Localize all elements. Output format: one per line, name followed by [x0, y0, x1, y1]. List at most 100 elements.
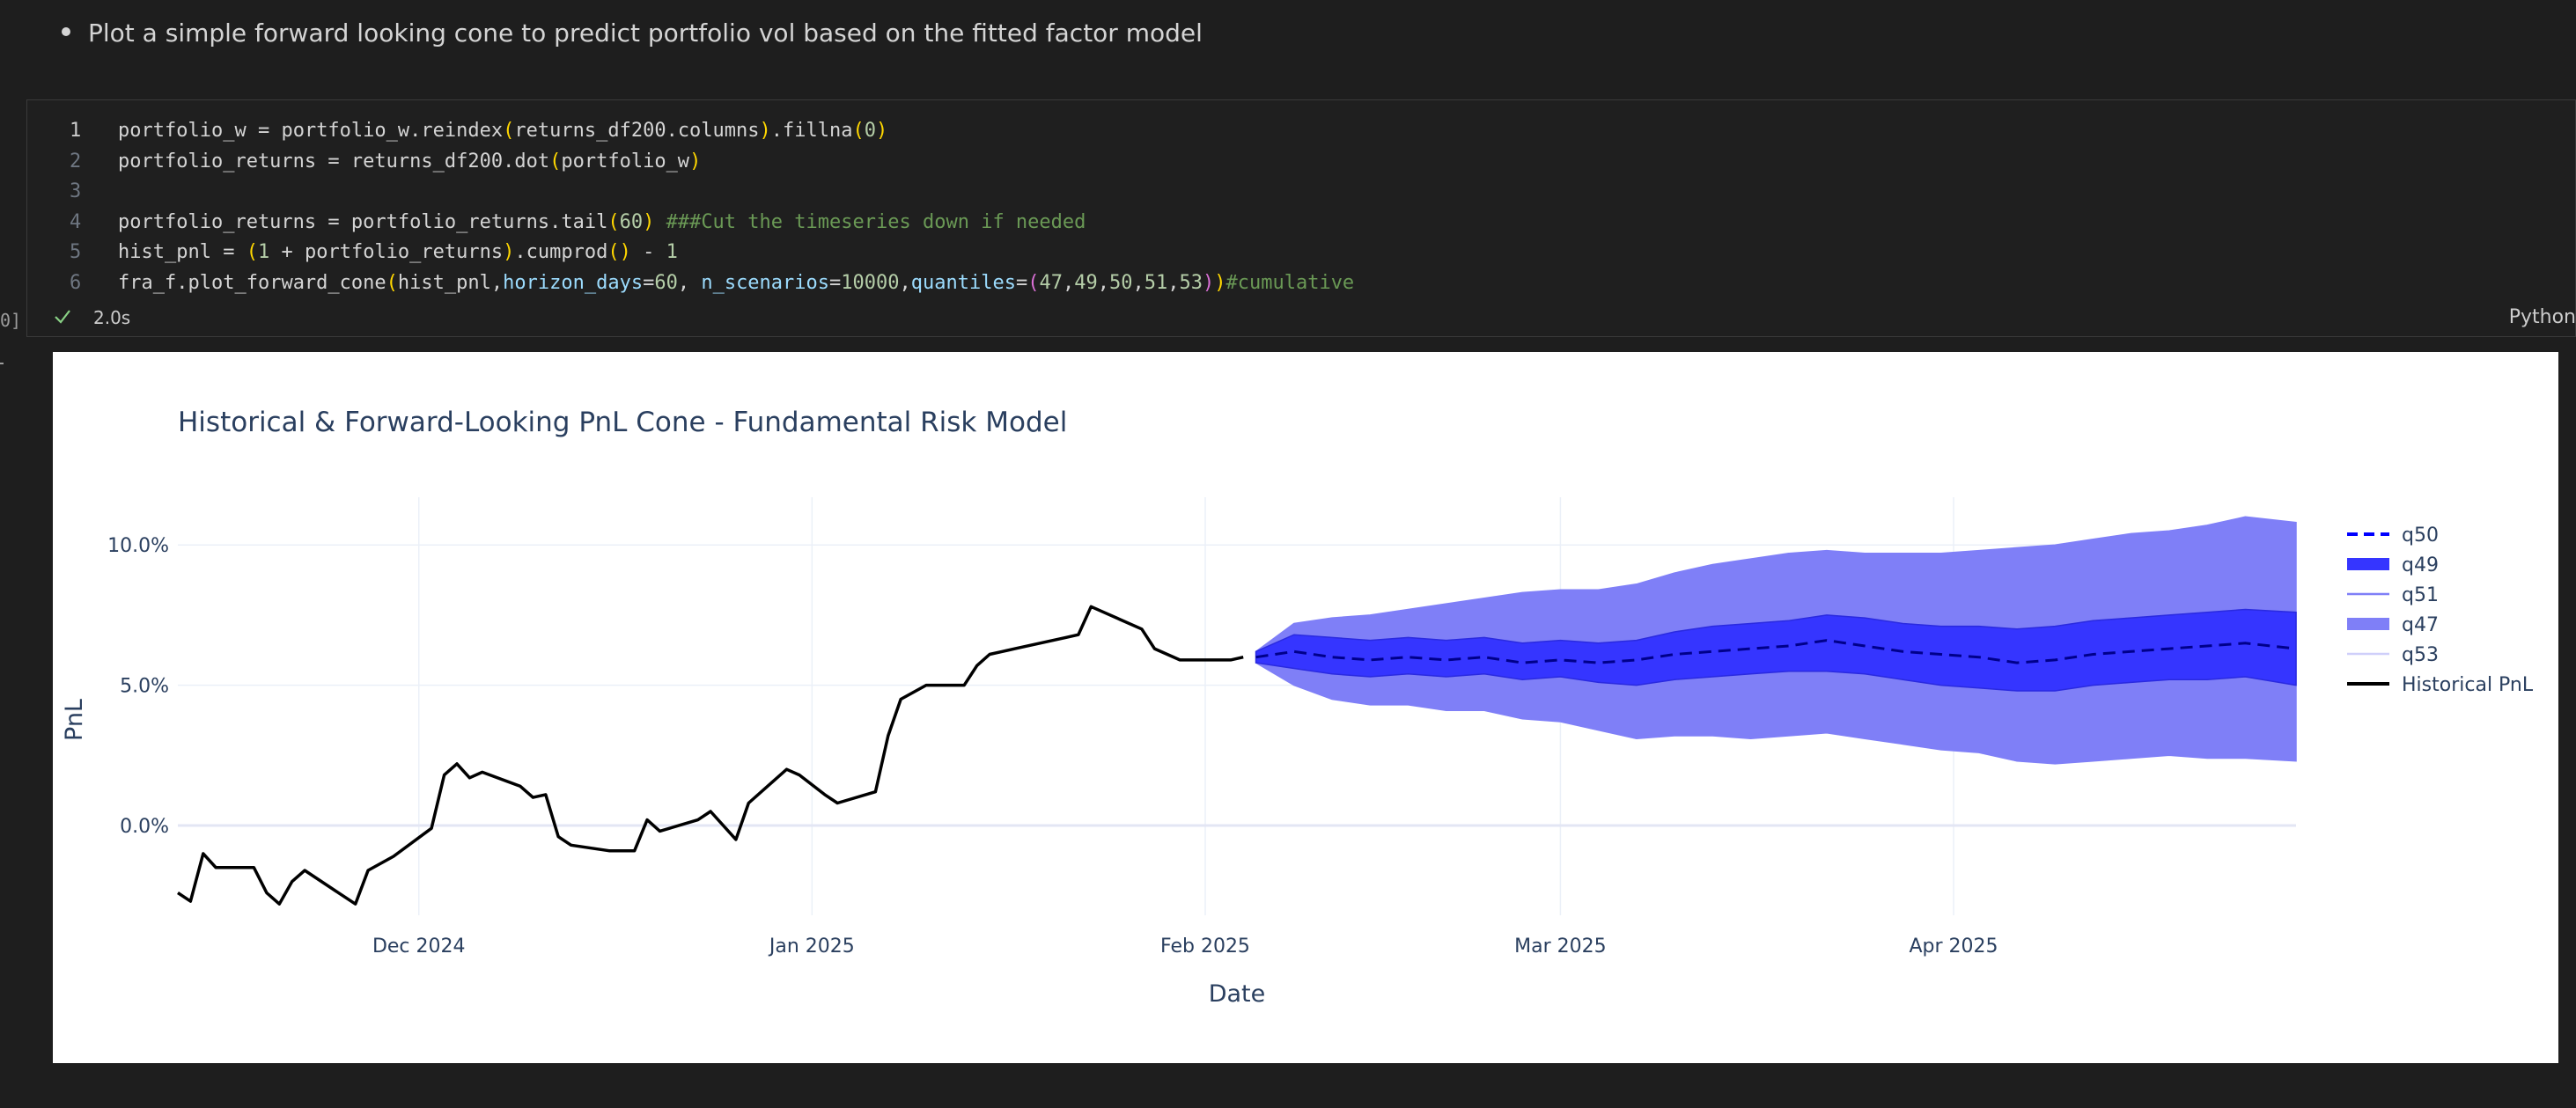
code-token: . [409, 120, 422, 142]
code-token: , [1167, 271, 1180, 294]
q49-q51-band [1255, 608, 2297, 692]
q50-median-line [1255, 639, 2297, 664]
bullet-dot [62, 27, 70, 36]
code-token: = [316, 210, 351, 233]
code-token: - [630, 241, 666, 263]
code-token: ) [503, 241, 515, 263]
code-token: portfolio_returns [118, 210, 317, 233]
legend-swatch [2347, 558, 2389, 570]
code-token: ( [607, 210, 620, 233]
code-token: ) [1214, 271, 1226, 294]
code-token: quantiles [910, 271, 1016, 294]
legend-label: q47 [2402, 614, 2439, 636]
kernel-language-label[interactable]: Python [2508, 306, 2576, 328]
code-token: ( [246, 241, 258, 263]
code-token: ( [549, 150, 562, 172]
code-token [654, 211, 666, 233]
gutter-tick [0, 363, 4, 364]
x-tick-label: Apr 2025 [1909, 936, 1998, 958]
legend-item-historical-pnl[interactable]: Historical PnL [2347, 674, 2534, 696]
line-number: 5 [70, 241, 82, 263]
code-line[interactable]: 6 fra_f.plot_forward_cone(hist_pnl,horizo… [27, 268, 2575, 299]
code-token: 60 [654, 271, 678, 294]
line-number: 3 [70, 180, 82, 202]
x-tick-label: Jan 2025 [768, 936, 855, 958]
code-token: plot_forward_cone [188, 271, 386, 294]
code-token: tail [561, 210, 608, 233]
code-token: , [490, 271, 504, 294]
code-token: 49 [1074, 271, 1098, 294]
code-token: 50 [1108, 271, 1133, 294]
code-text[interactable]: portfolio_w = portfolio_w.reindex(return… [118, 116, 887, 147]
code-token: portfolio_w [281, 120, 410, 142]
line-number: 4 [70, 210, 82, 233]
chart-title: Historical & Forward-Looking PnL Cone - … [178, 407, 1067, 438]
code-token: ) [643, 210, 655, 233]
code-token: . [176, 271, 188, 294]
code-text[interactable]: portfolio_returns = returns_df200.dot(po… [118, 147, 701, 178]
y-tick-label: 10.0% [107, 535, 169, 557]
code-token: . [666, 120, 678, 142]
historical-pnl-line [177, 605, 1244, 906]
code-token: ( [1027, 271, 1040, 294]
code-text[interactable]: fra_f.plot_forward_cone(hist_pnl,horizon… [118, 268, 1354, 299]
code-token: 60 [619, 210, 644, 233]
legend-item-q50[interactable]: q50 [2347, 525, 2439, 547]
code-token: ###Cut the timeseries down if needed [666, 210, 1086, 233]
code-cell[interactable]: 1 portfolio_w = portfolio_w.reindex(retur… [26, 99, 2576, 337]
code-token: , [677, 271, 702, 294]
code-line[interactable]: 4 portfolio_returns = portfolio_returns.t… [27, 208, 2575, 238]
x-axis-title: Date [1209, 980, 1266, 1008]
code-token: . [503, 150, 515, 172]
series-lines [177, 605, 2297, 906]
code-token: hist_pnl [397, 271, 491, 294]
code-token: ( [503, 120, 515, 142]
code-token: = [246, 120, 282, 142]
legend-label: q49 [2402, 554, 2439, 576]
code-token: portfolio_returns [118, 150, 317, 172]
legend-label: q50 [2402, 525, 2439, 547]
markdown-bullet: Plot a simple forward looking cone to pr… [62, 18, 1203, 49]
y-axis-title: PnL [61, 699, 88, 741]
grid [178, 497, 2296, 915]
code-token: , [1132, 271, 1144, 294]
legend-item-q47[interactable]: q47 [2347, 614, 2439, 636]
code-token: 53 [1179, 271, 1203, 294]
code-text[interactable]: hist_pnl = (1 + portfolio_returns).cumpr… [118, 238, 678, 268]
code-token: 51 [1144, 271, 1168, 294]
line-number: 6 [70, 271, 82, 294]
code-token: returns_df200 [514, 120, 666, 142]
x-tick-label: Mar 2025 [1514, 936, 1607, 958]
legend-item-q49[interactable]: q49 [2347, 554, 2439, 576]
line-number: 1 [70, 120, 82, 142]
pnl-cone-chart: Dec 2024 Jan 2025 Feb 2025 Mar 2025 Apr 2025… [61, 407, 2534, 1008]
legend-item-q51[interactable]: q51 [2347, 584, 2439, 606]
legend-swatch [2347, 618, 2389, 630]
x-tick-label: Feb 2025 [1160, 936, 1250, 958]
code-line[interactable]: 5 hist_pnl = (1 + portfolio_returns).cump… [27, 238, 2575, 268]
code-line[interactable]: 2 portfolio_returns = returns_df200.dot(p… [27, 147, 2575, 178]
check-icon [55, 310, 70, 324]
legend-item-q53[interactable]: q53 [2347, 644, 2439, 666]
axes: Dec 2024 Jan 2025 Feb 2025 Mar 2025 Apr 2025… [107, 535, 1998, 958]
code-token: . [770, 120, 784, 142]
legend[interactable]: q50 q49 q51 q47 q53 Historical PnL [2347, 525, 2534, 696]
code-line[interactable]: 3 [27, 177, 2575, 208]
code-editor[interactable]: 1 portfolio_w = portfolio_w.reindex(retur… [27, 116, 2575, 298]
code-token: ) [1202, 271, 1215, 294]
code-line[interactable]: 1 portfolio_w = portfolio_w.reindex(retur… [27, 116, 2575, 147]
code-token: , [1062, 271, 1075, 294]
code-token: #cumulative [1225, 271, 1355, 294]
code-token: portfolio_returns [304, 241, 504, 263]
code-token: 1 [666, 241, 678, 263]
execution-time: 2.0s [93, 307, 131, 328]
code-token: 0 [864, 120, 877, 142]
code-token: horizon_days [503, 271, 644, 294]
code-token: n_scenarios [701, 271, 830, 294]
code-token: returns_df200 [350, 150, 504, 172]
code-token: ) [876, 120, 888, 142]
code-token: = [1015, 271, 1028, 294]
markdown-cell[interactable]: Plot a simple forward looking cone to pr… [0, 0, 2576, 99]
code-text[interactable]: portfolio_returns = portfolio_returns.ta… [118, 208, 1086, 238]
code-token: 1 [257, 241, 270, 263]
